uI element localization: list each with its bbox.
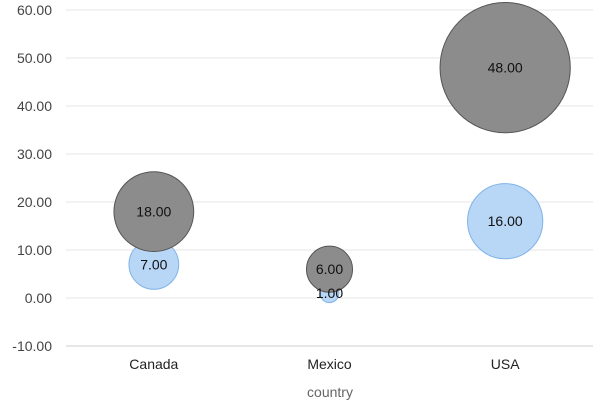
x-tick-label: Canada xyxy=(129,356,178,372)
x-tick-label: Mexico xyxy=(307,356,352,372)
data-label: 16.00 xyxy=(488,213,523,229)
bubble[interactable] xyxy=(439,1,571,134)
y-tick-label: -10.00 xyxy=(12,338,52,354)
x-tick-label: USA xyxy=(491,356,520,372)
y-tick-label: 0.00 xyxy=(25,290,52,306)
data-label: 18.00 xyxy=(136,204,171,220)
x-axis-title: country xyxy=(307,384,353,400)
data-label: 7.00 xyxy=(140,256,167,272)
bubble[interactable] xyxy=(113,171,195,252)
y-axis: -10.00 0.00 10.00 20.00 30.00 40.00 50.00 60.00 xyxy=(12,2,52,354)
bubble[interactable] xyxy=(305,245,354,293)
data-label: 48.00 xyxy=(488,60,523,76)
bubbles xyxy=(113,1,571,304)
y-tick-label: 30.00 xyxy=(17,146,52,162)
data-label: 6.00 xyxy=(316,261,343,277)
y-tick-label: 20.00 xyxy=(17,194,52,210)
y-tick-label: 60.00 xyxy=(17,2,52,18)
bubble[interactable] xyxy=(467,183,544,260)
data-label: 1.00 xyxy=(316,285,343,301)
y-tick-label: 50.00 xyxy=(17,50,52,66)
y-tick-label: 40.00 xyxy=(17,98,52,114)
y-tick-label: 10.00 xyxy=(17,242,52,258)
x-axis: Canada Mexico USA xyxy=(129,356,520,372)
data-labels: 7.00 1.00 16.00 18.00 6.00 48.00 xyxy=(136,60,523,302)
